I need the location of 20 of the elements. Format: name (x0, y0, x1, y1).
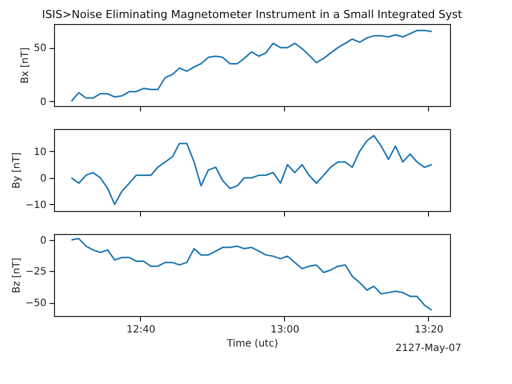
y-axis-title: By [nT] (11, 152, 22, 189)
y-tick-label: −25 (25, 266, 46, 278)
chart-title: ISIS>Noise Eliminating Magnetometer Instrument in a Small Integrated Syst (42, 8, 463, 21)
x-tick-label: 13:00 (270, 324, 300, 336)
y-tick-label: 0 (40, 96, 46, 108)
line-series (70, 238, 432, 311)
y-axis-title: Bx [nT] (20, 47, 31, 84)
y-axis-title: Bz [nT] (11, 258, 22, 294)
y-tick-label: 0 (40, 235, 46, 246)
y-tick-label: −10 (25, 200, 46, 211)
line-series (70, 30, 432, 102)
text: 2127-May-07 (395, 343, 462, 354)
y-tick-label: 50 (34, 43, 46, 54)
line-series (70, 134, 432, 206)
x-tick-label: 12:40 (126, 324, 156, 336)
y-tick-label: 10 (34, 146, 46, 158)
x-tick-label: 13:20 (414, 324, 444, 336)
y-tick-label: 0 (40, 173, 46, 184)
y-tick-label: −50 (25, 298, 46, 310)
x-axis-title: Time (utc) (226, 338, 278, 350)
